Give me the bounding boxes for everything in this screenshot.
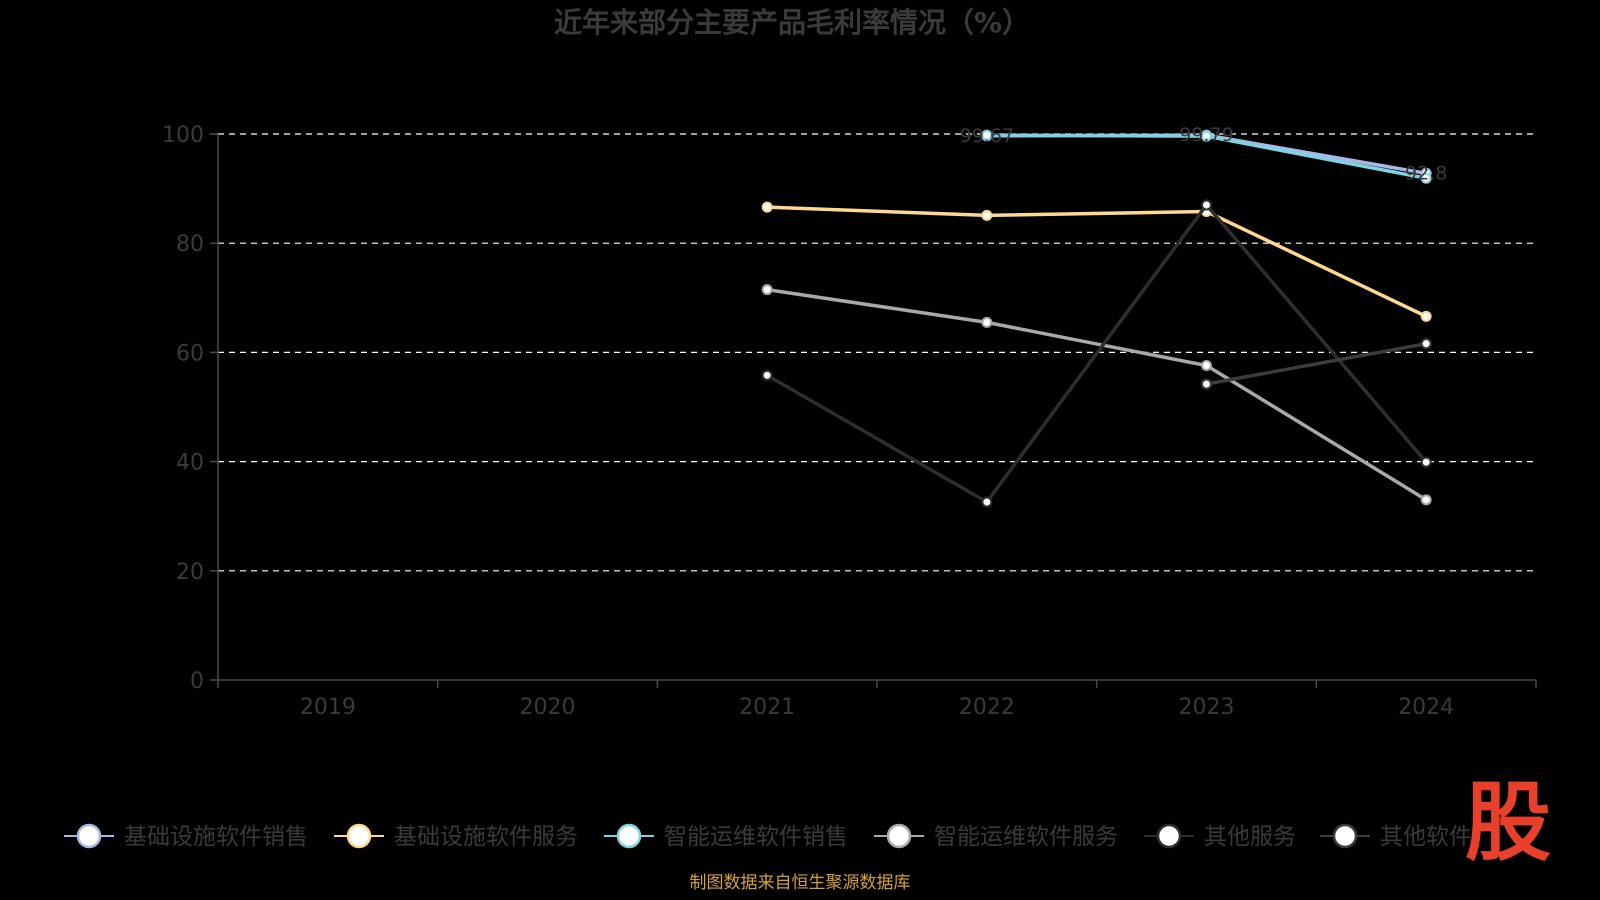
- legend-label: 其他服务: [1204, 824, 1296, 850]
- series-1: [761, 201, 1432, 322]
- data-point: [1201, 360, 1212, 372]
- legend-label: 基础设施软件销售: [124, 824, 308, 850]
- data-label: 99.67: [960, 125, 1014, 147]
- data-point: [1201, 130, 1212, 142]
- legend-item[interactable]: 基础设施软件销售: [64, 823, 308, 850]
- data-point: [981, 316, 993, 328]
- legend-marker: [346, 823, 372, 849]
- y-tick-label: 20: [176, 560, 204, 585]
- data-point: [1420, 456, 1432, 468]
- legend-label: 基础设施软件服务: [394, 824, 578, 850]
- data-point: [1420, 172, 1432, 184]
- y-tick-label: 80: [176, 232, 204, 257]
- data-point: [761, 201, 773, 213]
- x-tick-label: 2022: [959, 695, 1015, 720]
- data-point: [981, 209, 993, 221]
- svg-text:股: 股: [1465, 773, 1551, 873]
- data-point: [761, 284, 773, 296]
- series-line: [1206, 341, 1427, 386]
- legend-label: 智能运维软件服务: [934, 824, 1118, 850]
- legend-marker: [1156, 823, 1182, 849]
- x-tick-label: 2024: [1398, 695, 1454, 720]
- x-tick-label: 2020: [520, 695, 576, 720]
- legend: 基础设施软件销售 基础设施软件服务 智能运维软件销售 智能运维软件服务 其他服务 其他软件: [64, 823, 1472, 850]
- series-4: [761, 199, 1432, 508]
- series-line: [766, 202, 1428, 505]
- data-point: [981, 129, 993, 141]
- data-point: [1201, 378, 1212, 390]
- data-point: [1420, 494, 1432, 506]
- axis-layer: 0 20 40 60 80 100 2019 2020 2021 2022 2023 2024: [162, 123, 1537, 720]
- data-point: [761, 369, 773, 381]
- chart-title: 近年来部分主要产品毛利率情况（%）: [554, 6, 1030, 39]
- data-label: 99.79: [1179, 124, 1233, 146]
- series-5: [1201, 338, 1432, 390]
- y-tick-label: 40: [176, 451, 204, 476]
- grid-layer: [218, 133, 1536, 572]
- legend-marker: [886, 823, 912, 849]
- x-tick-label: 2021: [739, 695, 795, 720]
- series-line: [766, 287, 1428, 502]
- data-label: 92.8: [1405, 162, 1447, 184]
- legend-marker: [1332, 823, 1358, 849]
- data-point: [1420, 338, 1432, 350]
- legend-item[interactable]: 其他软件: [1320, 823, 1472, 850]
- series-2: [981, 129, 1432, 184]
- y-tick-label: 60: [176, 341, 204, 366]
- data-label-layer: 99.67 99.79 92.8: [960, 124, 1448, 184]
- x-tick-label: 2019: [300, 695, 356, 720]
- series-line: [767, 205, 1427, 318]
- series-3: [761, 284, 1432, 506]
- y-tick-label: 0: [190, 669, 204, 694]
- legend-marker: [76, 823, 102, 849]
- data-point: [1201, 199, 1212, 211]
- series-layer: [761, 129, 1432, 508]
- legend-marker: [616, 823, 642, 849]
- y-tick-label: 100: [162, 123, 204, 148]
- legend-item[interactable]: 基础设施软件服务: [334, 823, 578, 850]
- legend-label: 智能运维软件销售: [664, 824, 848, 850]
- x-tick-label: 2023: [1179, 695, 1235, 720]
- legend-item[interactable]: 智能运维软件服务: [874, 823, 1118, 850]
- data-point: [1420, 310, 1432, 322]
- legend-item[interactable]: 智能运维软件销售: [604, 823, 848, 850]
- watermark-logo: 股: [1465, 773, 1551, 873]
- legend-item[interactable]: 其他服务: [1144, 823, 1296, 850]
- source-note: 制图数据来自恒生聚源数据库: [690, 873, 911, 893]
- data-point: [981, 496, 993, 508]
- legend-label: 其他软件: [1380, 824, 1472, 850]
